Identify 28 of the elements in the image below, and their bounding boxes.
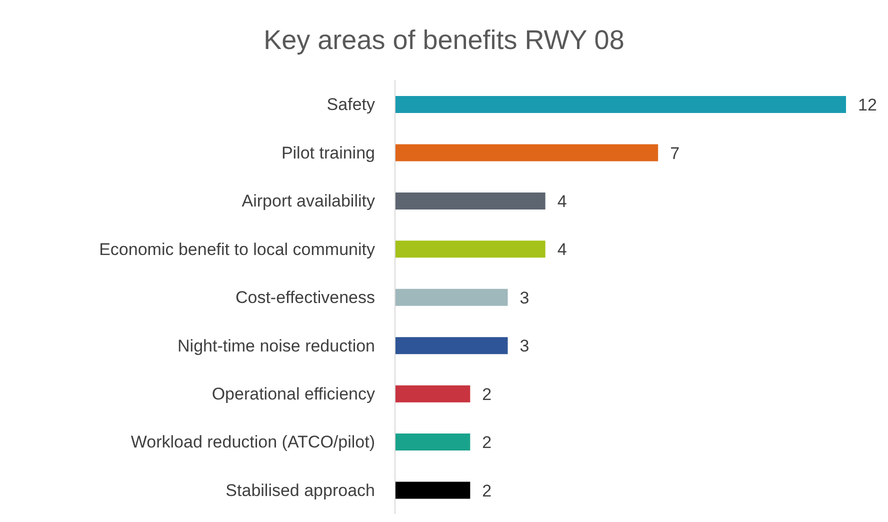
y-tick-label: Cost-effectiveness [235,288,375,308]
data-label: 3 [520,336,530,356]
bar [395,337,508,354]
data-label: 12 [858,96,877,115]
chart-title: Key areas of benefits RWY 08 [262,24,626,57]
y-tick-label: Night-time noise reduction [178,336,375,356]
y-tick-label: Economic benefit to local community [99,240,376,259]
y-tick-label: Stabilised approach [226,480,375,500]
y-tick-label: Airport availability [242,192,376,211]
bar [395,240,546,258]
data-label: 3 [520,288,530,308]
y-tick-label: Pilot training [281,143,375,162]
data-label: 4 [557,240,567,260]
data-label: 4 [557,192,567,211]
bar [395,192,546,210]
y-tick-label: Safety [326,95,376,114]
bar [395,96,846,113]
data-label: 7 [670,144,680,163]
data-label: 2 [482,433,492,452]
y-tick-label: Workload reduction (ATCO/pilot) [130,432,375,452]
bar [395,288,508,306]
data-label: 2 [482,481,492,500]
bar [395,385,470,402]
bar [395,434,470,451]
bar [395,482,470,499]
bar [395,144,658,162]
data-label: 2 [482,384,492,404]
y-tick-label: Operational efficiency [212,384,376,404]
